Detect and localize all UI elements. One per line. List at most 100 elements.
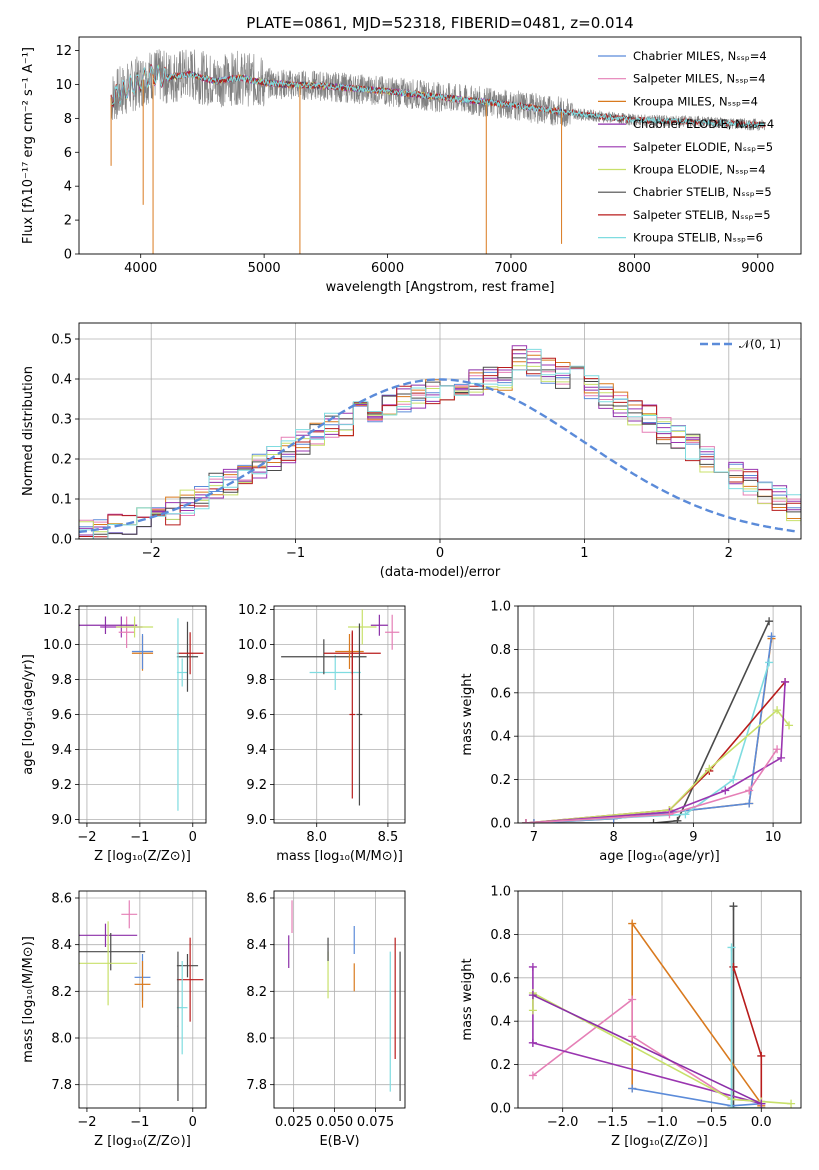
y-tick-label: 9.6 <box>246 708 267 723</box>
x-tick-label: 0.050 <box>316 1115 353 1130</box>
y-tick-label: 9.8 <box>51 673 72 688</box>
weight-marker <box>721 786 730 795</box>
y-tick-label: 0.2 <box>51 453 72 468</box>
y-tick-label: 0.2 <box>490 773 511 788</box>
histogram-chabrier-elodie <box>79 353 801 536</box>
y-tick-label: 9.4 <box>51 743 72 758</box>
histogram-kroupa-miles <box>79 354 801 539</box>
x-tick-label: 9000 <box>741 261 774 276</box>
histogram-salpeter-elodie <box>79 345 801 530</box>
legend-label: Kroupa ELODIE, Nₛₛₚ=4 <box>633 163 766 177</box>
histogram-chabrier-stelib <box>79 357 801 539</box>
x-tick-label: 9 <box>689 830 697 845</box>
y-tick-label: 9.8 <box>246 673 267 688</box>
x-tick-label: −0.5 <box>696 1115 728 1130</box>
y-axis-label: Flux [fλ10⁻¹⁷ erg cm⁻² s⁻¹ A⁻¹] <box>21 47 36 244</box>
histogram-salpeter-miles <box>79 351 801 523</box>
y-tick-label: 7.8 <box>246 1078 267 1093</box>
weight-line-salpeter-stelib <box>732 966 763 1108</box>
y-tick-label: 9.0 <box>51 813 72 828</box>
weight-vs-metallicity-panel: −2.0 −1.5 −1.0 −0.5 0.0 0.0 0.2 0.4 0.6 0.8 1.0 Z [… <box>460 885 802 1149</box>
x-tick-label: 0 <box>436 546 444 561</box>
y-tick-label: 0.6 <box>490 971 511 986</box>
y-tick-label: 0.0 <box>490 1102 511 1117</box>
x-tick-label: −1.5 <box>597 1115 629 1130</box>
x-tick-label: 0.075 <box>357 1115 394 1130</box>
weight-marker <box>785 721 794 730</box>
weight-marker <box>649 819 658 823</box>
x-tick-label: 0.025 <box>275 1115 312 1130</box>
y-tick-label: 0.6 <box>490 686 511 701</box>
weight-marker <box>528 1071 537 1080</box>
x-axis-label: Z [log₁₀(Z/Z⊙)] <box>94 849 191 864</box>
plot-frame <box>78 605 207 824</box>
y-tick-label: 2 <box>64 214 72 229</box>
x-tick-label: 10 <box>765 830 782 845</box>
legend-label: Chabrier STELIB, Nₛₛₚ=5 <box>633 185 772 199</box>
y-tick-label: 10 <box>55 78 72 93</box>
weight-line-chabrier-stelib <box>732 906 762 1108</box>
legend-label: Salpeter ELODIE, Nₛₛₚ=5 <box>633 140 773 154</box>
x-tick-label: 8.5 <box>378 830 399 845</box>
x-axis-label: Z [log₁₀(Z/Z⊙)] <box>611 1134 708 1149</box>
weight-marker <box>729 775 738 784</box>
weight-marker <box>705 764 714 773</box>
y-axis-label: age [log₁₀(age/yr)] <box>21 654 36 775</box>
plot-area <box>79 616 204 811</box>
y-tick-label: 12 <box>55 44 72 59</box>
y-tick-label: 0.4 <box>490 1015 511 1030</box>
x-tick-label: 8.0 <box>306 830 327 845</box>
weight-line-chabrier-stelib <box>526 620 770 823</box>
weight-marker <box>787 1099 796 1108</box>
weight-marker <box>528 962 537 971</box>
x-tick-label: 2 <box>725 546 733 561</box>
x-axis-label: E(B-V) <box>319 1134 359 1149</box>
weight-marker <box>665 810 674 819</box>
x-tick-label: −2 <box>142 546 161 561</box>
weight-marker <box>773 745 782 754</box>
x-tick-label: −2 <box>77 1115 96 1130</box>
weight-line-salpeter-elodie <box>532 967 762 1105</box>
histogram-salpeter-stelib <box>79 349 801 538</box>
plot-frame <box>273 890 406 1109</box>
residual-histogram-panel: −2 −1 0 1 2 0.0 0.1 0.2 0.3 0.4 0.5 (data-model)/er… <box>21 322 802 580</box>
y-tick-label: 8.0 <box>51 1032 72 1047</box>
y-tick-label: 6 <box>64 146 72 161</box>
y-tick-label: 8.6 <box>51 892 72 907</box>
weight-marker <box>777 753 786 762</box>
x-axis-label: Z [log₁₀(Z/Z⊙)] <box>94 1134 191 1149</box>
plot-area <box>79 900 204 1101</box>
plot-area <box>281 609 400 806</box>
x-tick-label: −1 <box>130 1115 149 1130</box>
x-tick-label: 1 <box>580 546 588 561</box>
weight-marker <box>628 995 637 1004</box>
weight-marker <box>529 819 538 823</box>
legend-label: Salpeter STELIB, Nₛₛₚ=5 <box>633 208 771 222</box>
weight-marker <box>745 786 754 795</box>
weight-line-salpeter-miles <box>532 997 762 1103</box>
x-tick-label: 7 <box>530 830 538 845</box>
weight-marker <box>681 810 690 819</box>
weight-marker <box>765 658 774 667</box>
x-tick-label: 6000 <box>371 261 404 276</box>
plot-frame <box>517 605 802 824</box>
y-tick-label: 9.4 <box>246 743 267 758</box>
y-tick-label: 0 <box>64 248 72 263</box>
y-tick-label: 9.2 <box>246 778 267 793</box>
y-tick-label: 9.2 <box>51 778 72 793</box>
plot-frame <box>78 890 207 1109</box>
y-tick-label: 0.8 <box>490 928 511 943</box>
plot-area <box>79 345 801 539</box>
y-tick-label: 4 <box>64 180 72 195</box>
plot-area <box>110 49 766 254</box>
weight-line-salpeter-miles <box>525 748 778 823</box>
y-tick-label: 9.6 <box>51 708 72 723</box>
spectrum-panel: 4000 5000 6000 7000 8000 9000 0 2 4 6 8 10 12 wavelen… <box>21 14 802 295</box>
weight-line-chabrier-elodie <box>532 994 762 1105</box>
plot-area <box>288 900 401 1101</box>
weight-line-kroupa-stelib <box>730 947 762 1108</box>
y-tick-label: 8.2 <box>246 985 267 1000</box>
weight-marker <box>765 617 774 626</box>
y-tick-label: 1.0 <box>490 600 511 615</box>
x-tick-label: 0.0 <box>751 1115 772 1130</box>
